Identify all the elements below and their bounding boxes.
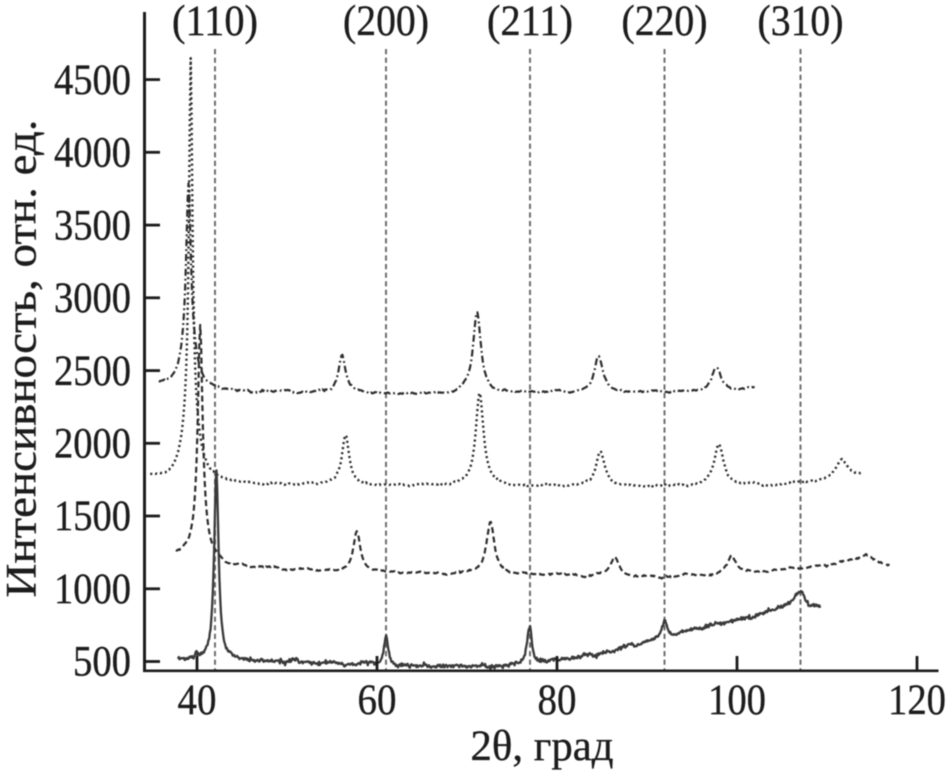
svg-text:40: 40 [178, 677, 217, 724]
svg-text:4500: 4500 [54, 57, 131, 104]
svg-text:80: 80 [538, 677, 577, 724]
svg-text:2500: 2500 [54, 348, 131, 395]
svg-text:Интенсивность, отн. ед.: Интенсивность, отн. ед. [0, 120, 46, 598]
svg-text:500: 500 [73, 639, 131, 686]
svg-text:100: 100 [708, 677, 766, 724]
svg-text:2θ, град: 2θ, град [471, 723, 614, 770]
svg-text:1000: 1000 [54, 566, 131, 613]
svg-text:(211): (211) [487, 0, 573, 45]
svg-text:3000: 3000 [54, 275, 131, 322]
svg-text:(200): (200) [343, 0, 429, 45]
svg-text:60: 60 [358, 677, 397, 724]
svg-text:(220): (220) [622, 0, 708, 45]
svg-text:(310): (310) [758, 0, 844, 45]
svg-text:3500: 3500 [54, 202, 131, 249]
svg-text:2000: 2000 [54, 421, 131, 468]
svg-text:(110): (110) [172, 0, 258, 45]
svg-text:1500: 1500 [54, 493, 131, 540]
svg-text:4000: 4000 [54, 130, 131, 177]
svg-text:120: 120 [888, 677, 946, 724]
